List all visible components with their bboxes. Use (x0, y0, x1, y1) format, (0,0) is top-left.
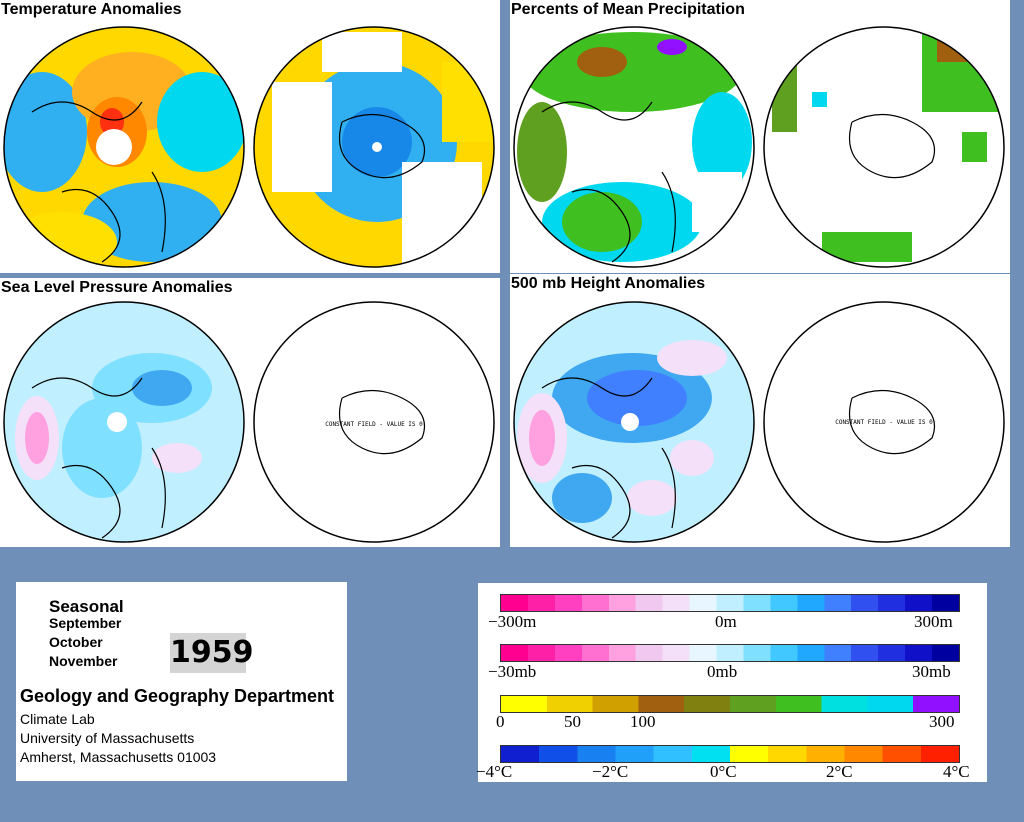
precip-south-globe (763, 26, 1005, 268)
address-line-3: Amherst, Massachusetts 01003 (20, 749, 217, 765)
month-1: September (49, 615, 122, 631)
precip-label-0: 0 (496, 712, 505, 731)
slp-north-globe (3, 301, 245, 543)
precip-north-globe (513, 26, 755, 268)
address-line-1: Climate Lab (20, 711, 95, 727)
precip-label-100: 100 (630, 712, 656, 731)
height-label-min: −300m (488, 612, 537, 631)
color-scale-legend: −300m 0m 300m −30mb 0mb 30mb 0 50 100 30… (476, 583, 987, 782)
panel-title: Sea Level Pressure Anomalies (0, 278, 236, 298)
info-box: Seasonal September October November 1959… (16, 582, 347, 781)
panel-title: Percents of Mean Precipitation (510, 0, 748, 20)
pressure-label-min: −30mb (488, 662, 537, 681)
height-scale-bar (500, 594, 960, 612)
precip-scale-bar (500, 695, 960, 713)
pressure-label-mid: 0mb (707, 662, 738, 681)
temp-label-4: 4°C (943, 762, 970, 781)
month-2: October (49, 634, 103, 650)
month-3: November (49, 653, 118, 669)
panel-title: Temperature Anomalies (0, 0, 185, 20)
panel-title: 500 mb Height Anomalies (510, 274, 709, 294)
constant-field-note: CONSTANT FIELD - VALUE IS 0 (835, 419, 933, 426)
precip-label-300: 300 (929, 712, 955, 731)
temp-label-2: 2°C (826, 762, 853, 781)
temperature-scale-bar (500, 745, 960, 763)
constant-field-note: CONSTANT FIELD - VALUE IS 0 (325, 421, 423, 428)
season-label: Seasonal (49, 597, 124, 616)
precipitation-panel: Percents of Mean Precipitation (510, 0, 1010, 273)
height-south-globe: CONSTANT FIELD - VALUE IS 0 (763, 301, 1005, 543)
temp-north-globe (3, 26, 245, 268)
height-north-globe (513, 301, 755, 543)
height-label-mid: 0m (715, 612, 737, 631)
temp-label-neg4: −4°C (476, 762, 513, 781)
pressure-scale-bar (500, 644, 960, 662)
year-badge: 1959 (170, 633, 254, 673)
temperature-panel: Temperature Anomalies (0, 0, 500, 273)
slp-south-globe: CONSTANT FIELD - VALUE IS 0 (253, 301, 495, 543)
pressure-label-max: 30mb (912, 662, 951, 681)
precip-label-50: 50 (564, 712, 581, 731)
height-label-max: 300m (914, 612, 953, 631)
temp-label-0: 0°C (710, 762, 737, 781)
department-name: Geology and Geography Department (20, 686, 335, 706)
temp-label-neg2: −2°C (592, 762, 629, 781)
temp-south-globe (253, 26, 495, 268)
sea-level-pressure-panel: Sea Level Pressure Anomalies CONSTANT FI… (0, 278, 500, 547)
address-line-2: University of Massachusetts (20, 730, 195, 746)
height-anomaly-panel: 500 mb Height Anomalies CONSTANT FIELD -… (510, 274, 1010, 547)
